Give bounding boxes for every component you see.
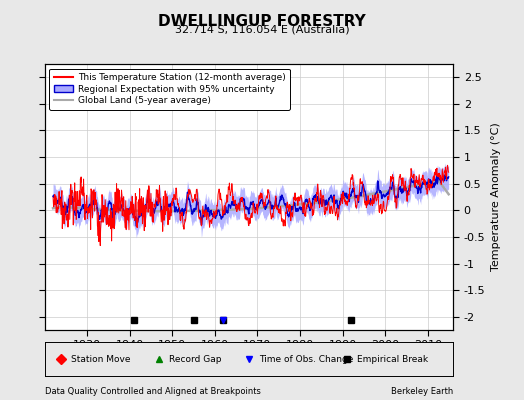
- Text: DWELLINGUP FORESTRY: DWELLINGUP FORESTRY: [158, 14, 366, 29]
- Text: 32.714 S, 116.054 E (Australia): 32.714 S, 116.054 E (Australia): [174, 24, 350, 34]
- Legend: This Temperature Station (12-month average), Regional Expectation with 95% uncer: This Temperature Station (12-month avera…: [49, 68, 290, 110]
- Text: Berkeley Earth: Berkeley Earth: [391, 387, 453, 396]
- Text: Time of Obs. Change: Time of Obs. Change: [259, 354, 354, 364]
- Text: Data Quality Controlled and Aligned at Breakpoints: Data Quality Controlled and Aligned at B…: [45, 387, 260, 396]
- Text: Empirical Break: Empirical Break: [357, 354, 428, 364]
- Y-axis label: Temperature Anomaly (°C): Temperature Anomaly (°C): [491, 123, 501, 271]
- Text: Record Gap: Record Gap: [169, 354, 222, 364]
- Text: Station Move: Station Move: [71, 354, 130, 364]
